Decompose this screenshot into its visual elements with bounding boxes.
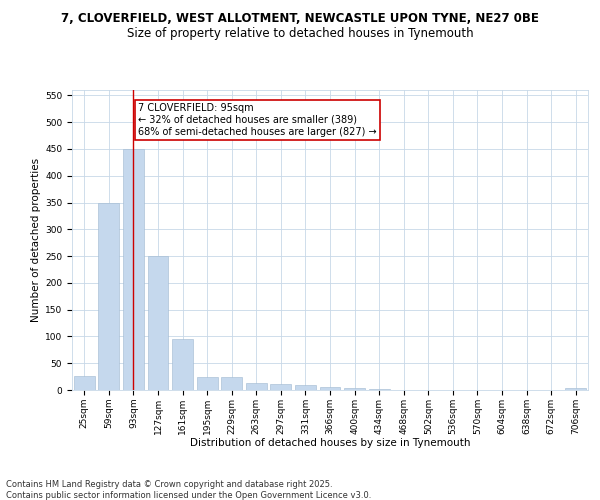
Bar: [148, 256, 169, 390]
Bar: [246, 383, 267, 390]
Text: 7, CLOVERFIELD, WEST ALLOTMENT, NEWCASTLE UPON TYNE, NE27 0BE: 7, CLOVERFIELD, WEST ALLOTMENT, NEWCASTL…: [61, 12, 539, 26]
Bar: [320, 388, 340, 390]
Text: Contains HM Land Registry data © Crown copyright and database right 2025.
Contai: Contains HM Land Registry data © Crown c…: [6, 480, 371, 500]
Bar: [123, 149, 144, 390]
Bar: [344, 388, 365, 390]
X-axis label: Distribution of detached houses by size in Tynemouth: Distribution of detached houses by size …: [190, 438, 470, 448]
Bar: [74, 376, 95, 390]
Bar: [221, 376, 242, 390]
Bar: [295, 385, 316, 390]
Bar: [197, 376, 218, 390]
Bar: [172, 339, 193, 390]
Y-axis label: Number of detached properties: Number of detached properties: [31, 158, 41, 322]
Text: Size of property relative to detached houses in Tynemouth: Size of property relative to detached ho…: [127, 28, 473, 40]
Bar: [565, 388, 586, 390]
Bar: [271, 384, 292, 390]
Text: 7 CLOVERFIELD: 95sqm
← 32% of detached houses are smaller (389)
68% of semi-deta: 7 CLOVERFIELD: 95sqm ← 32% of detached h…: [139, 104, 377, 136]
Bar: [98, 202, 119, 390]
